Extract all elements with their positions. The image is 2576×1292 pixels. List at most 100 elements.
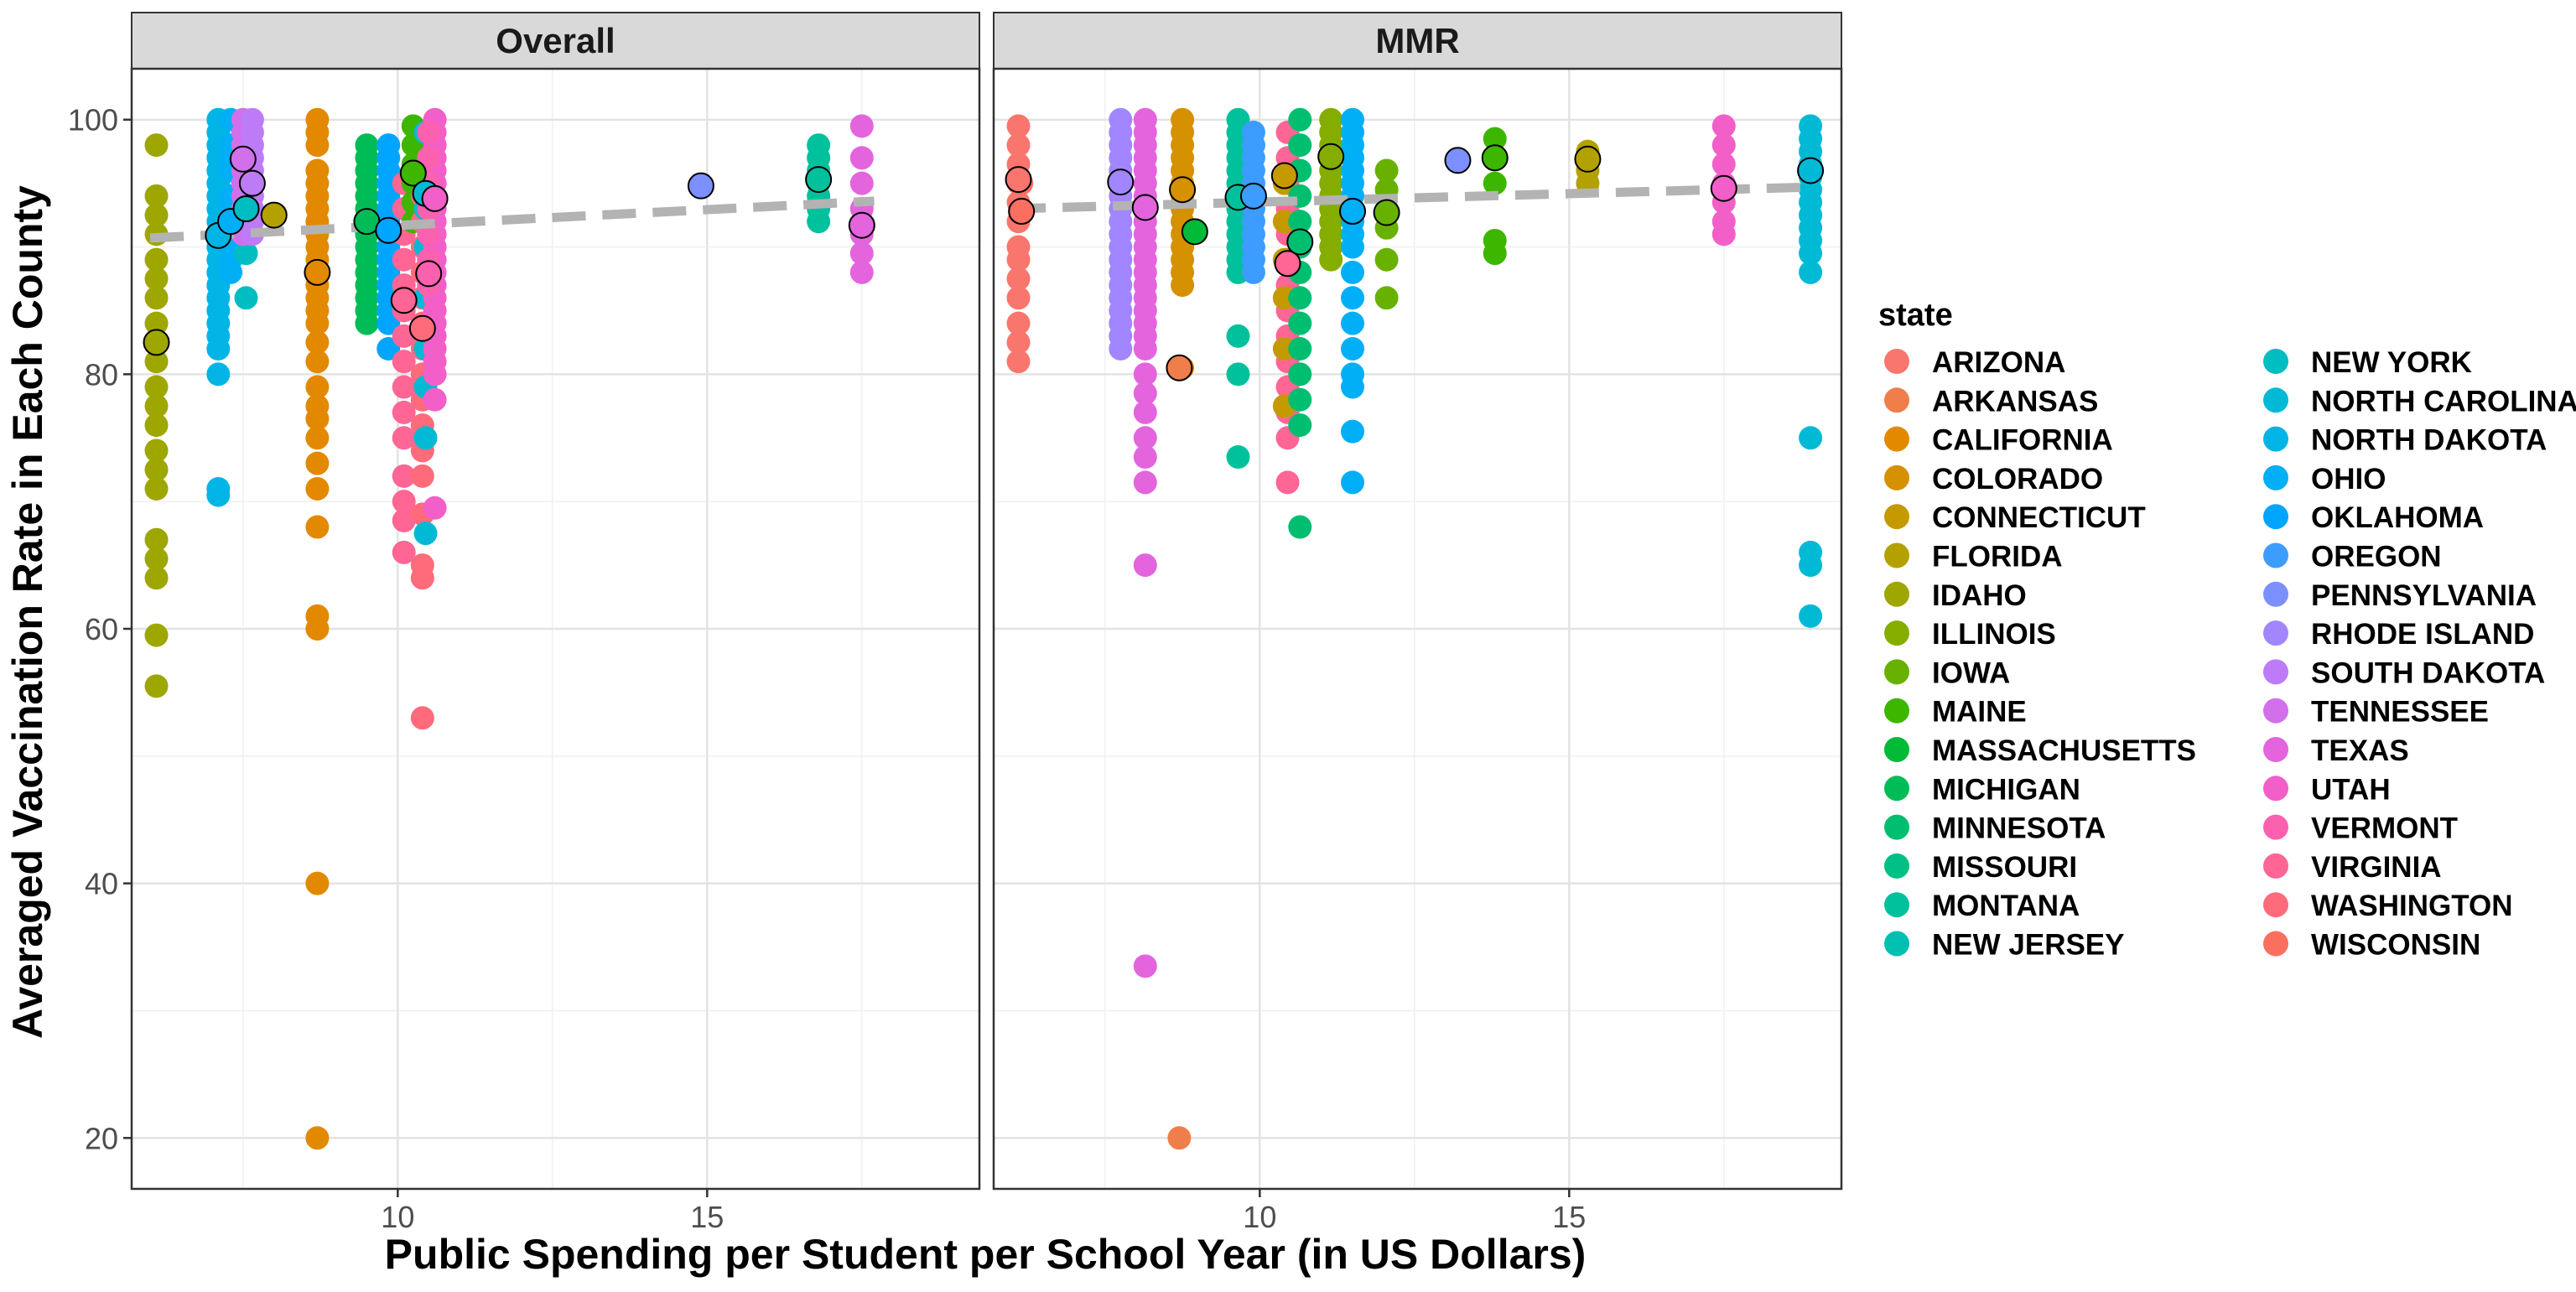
state-mean-point: [1339, 198, 1367, 226]
state-mean-point: [232, 195, 260, 222]
data-point: [305, 451, 330, 475]
data-point: [144, 394, 169, 418]
data-point: [305, 1126, 330, 1150]
state-mean-point: [1169, 176, 1197, 204]
data-point: [144, 267, 169, 291]
legend-title: state: [1878, 298, 1953, 333]
legend-label: MASSACHUSETTS: [1932, 734, 2196, 767]
data-point: [392, 247, 416, 272]
data-point: [417, 146, 441, 170]
data-point: [377, 311, 401, 335]
data-point: [1133, 954, 1157, 978]
legend-key: [2263, 387, 2288, 413]
data-point: [1341, 286, 1365, 310]
legend-key: [1884, 814, 1909, 840]
data-point: [1006, 247, 1031, 272]
data-point: [144, 311, 169, 335]
state-mean-point: [1166, 354, 1193, 381]
data-point: [1711, 222, 1736, 246]
legend-label: NEW YORK: [2311, 346, 2472, 379]
data-point: [1288, 387, 1312, 412]
panel-border: [992, 67, 1843, 1191]
data-point: [423, 387, 447, 412]
panel-mmr: MMR 10 15: [992, 12, 1843, 1234]
legend-key: [2263, 698, 2288, 724]
state-mean-point: [1008, 198, 1036, 226]
data-point: [1288, 286, 1312, 310]
data-point: [305, 375, 330, 399]
data-point: [1799, 241, 1823, 266]
data-point: [1799, 604, 1823, 628]
legend-key: [2263, 581, 2288, 607]
data-point: [144, 375, 169, 399]
legend-key: [1884, 464, 1909, 490]
y-tick-label: 80: [85, 357, 118, 392]
data-point: [410, 706, 434, 730]
data-point: [1288, 311, 1312, 335]
data-point: [849, 171, 874, 195]
data-point: [807, 210, 831, 234]
data-point: [144, 286, 169, 310]
legend-items: ARIZONA ARKANSAS CALIFORNIA COLORADO CONNECT…: [1884, 346, 2576, 962]
data-point: [144, 527, 169, 552]
legend-label: MISSOURI: [1932, 851, 2077, 884]
legend-key: [2263, 892, 2288, 918]
x-tick-label: 10: [381, 1200, 414, 1234]
state-means: [1005, 143, 1825, 381]
data-point: [219, 260, 243, 284]
data-point: [1483, 171, 1507, 195]
data-point: [1288, 210, 1312, 234]
data-point: [1288, 515, 1312, 539]
data-point: [392, 400, 416, 424]
state-mean-point: [848, 211, 875, 239]
legend-key: [2263, 464, 2288, 490]
legend-label: TEXAS: [2311, 734, 2409, 767]
data-point: [305, 477, 330, 501]
state-mean-point: [1317, 143, 1345, 170]
x-tick-label: 15: [690, 1200, 724, 1234]
data-point: [1006, 133, 1031, 158]
data-point: [1275, 470, 1300, 495]
panels-layer: Overall 10 15 20 40 60 80 100 MMR 10 15: [68, 12, 1843, 1234]
state-mean-point: [1181, 218, 1208, 246]
data-point: [144, 623, 169, 647]
data-point: [1341, 375, 1365, 399]
data-point: [392, 350, 416, 374]
legend-label: NORTH CAROLINA: [2311, 385, 2576, 418]
state-mean-point: [399, 159, 427, 187]
data-point: [1799, 553, 1823, 578]
data-point: [144, 438, 169, 463]
state-mean-point: [1574, 145, 1602, 173]
data-point: [305, 871, 330, 895]
data-point: [305, 311, 330, 335]
state-mean-point: [260, 201, 288, 229]
legend-key: [2263, 737, 2288, 762]
legend: state ARIZONA ARKANSAS CALIFORNIA COLORADO C…: [1878, 298, 2576, 962]
data-point: [144, 477, 169, 501]
data-point: [1341, 419, 1365, 444]
data-point: [413, 426, 438, 450]
state-mean-point: [1005, 166, 1032, 194]
x-tick-label: 15: [1552, 1200, 1586, 1234]
state-mean-point: [1274, 250, 1301, 278]
state-mean-point: [687, 172, 714, 200]
legend-label: ARKANSAS: [1932, 385, 2098, 418]
data-point: [1288, 362, 1312, 387]
state-means: [143, 145, 875, 356]
legend-label: WASHINGTON: [2311, 890, 2512, 922]
legend-label: IOWA: [1932, 656, 2010, 689]
data-point: [849, 114, 874, 138]
legend-label: MINNESOTA: [1932, 812, 2106, 845]
legend-label: CALIFORNIA: [1932, 424, 2113, 457]
data-point: [1006, 267, 1031, 291]
data-point: [1799, 260, 1823, 284]
data-point: [355, 311, 379, 335]
data-point: [1288, 107, 1312, 132]
legend-key: [2263, 504, 2288, 530]
data-point: [377, 337, 401, 361]
data-point: [1133, 445, 1157, 470]
state-mean-point: [1131, 194, 1159, 221]
legend-key: [2263, 620, 2288, 646]
data-point: [423, 496, 447, 520]
legend-key: [1884, 387, 1909, 413]
